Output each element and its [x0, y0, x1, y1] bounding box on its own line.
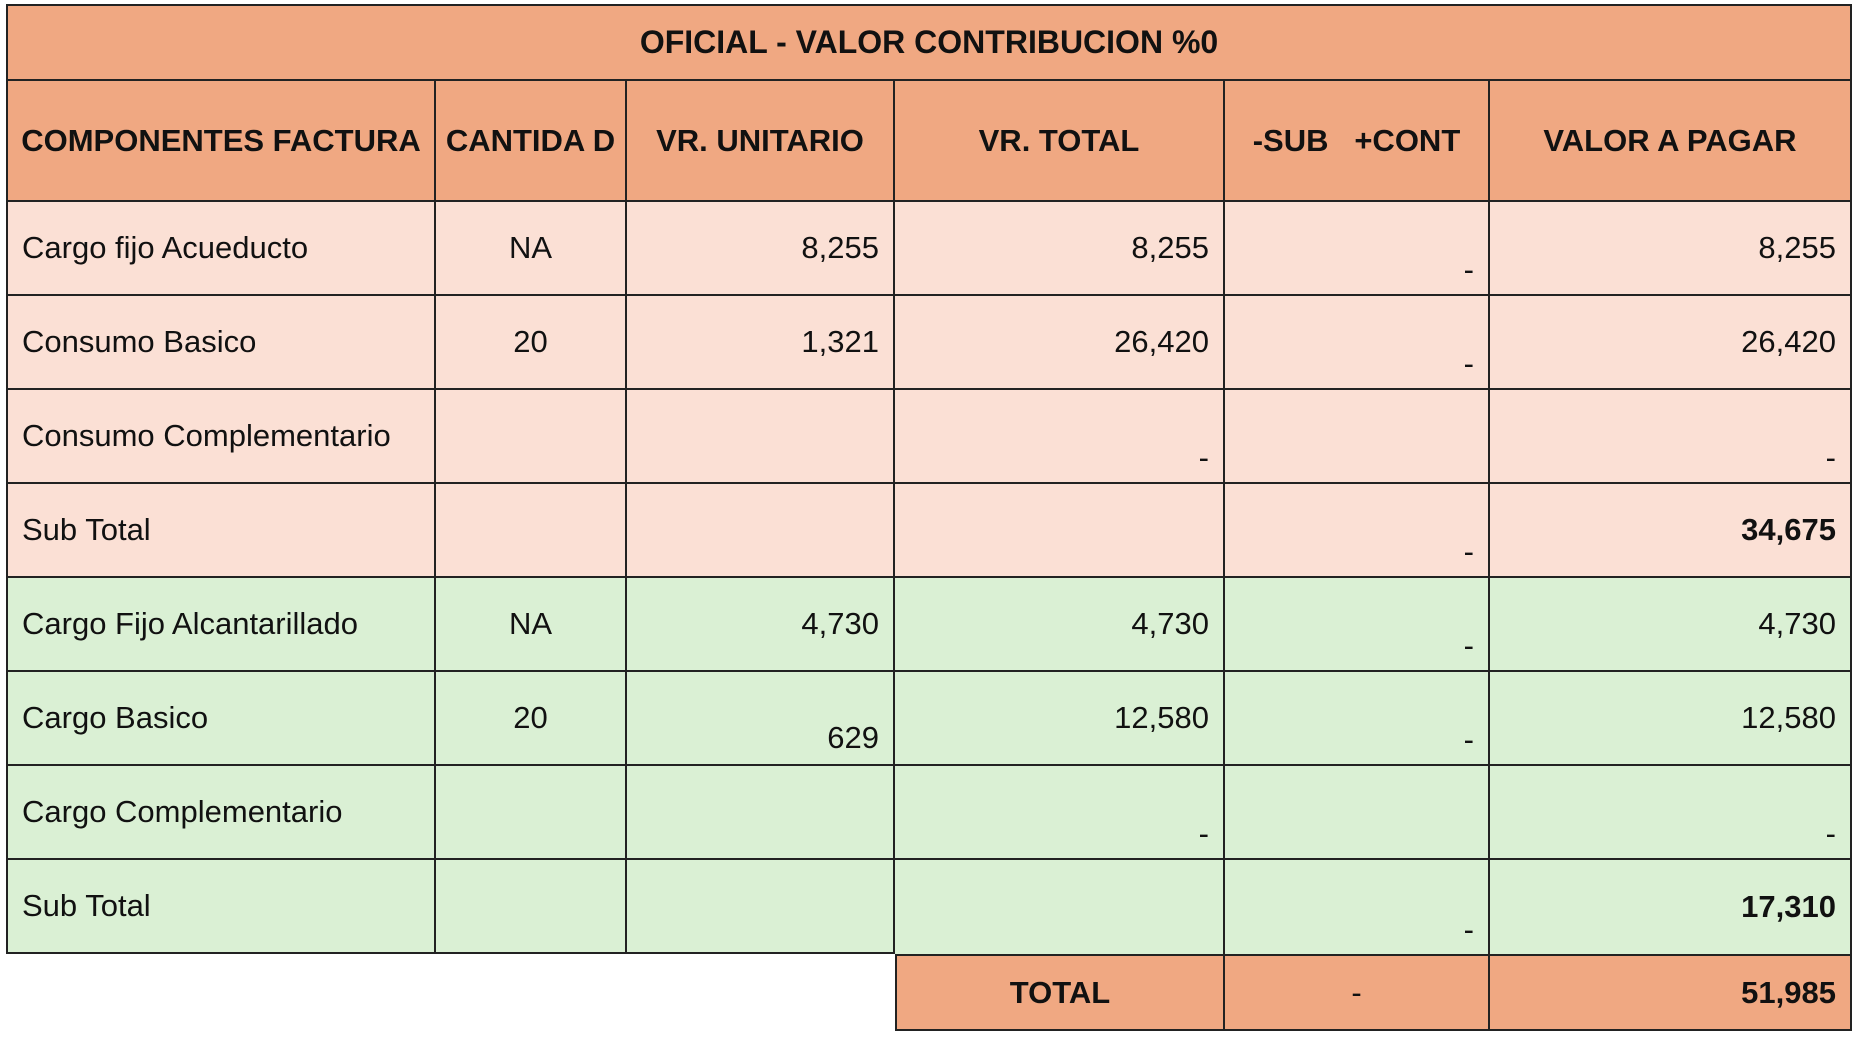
cantidad-cell — [436, 860, 627, 954]
valor-pagar-cell: 8,255 — [1490, 202, 1852, 296]
vr-total-cell: - — [895, 390, 1225, 484]
vr-total-cell — [895, 860, 1225, 954]
header-componentes: COMPONENTES FACTURA — [6, 81, 436, 202]
sub-cont-cell — [1225, 766, 1490, 860]
cantidad-cell — [436, 484, 627, 578]
cantidad-cell: NA — [436, 202, 627, 296]
table-row: Cargo Basico 20 629 12,580 - 12,580 — [6, 672, 1852, 766]
table-row: Consumo Complementario - - — [6, 390, 1852, 484]
componente-cell: Cargo Fijo Alcantarillado — [6, 578, 436, 672]
sub-cont-cell: - — [1225, 484, 1490, 578]
valor-pagar-cell: 4,730 — [1490, 578, 1852, 672]
billing-table: OFICIAL - VALOR CONTRIBUCION %0 COMPONEN… — [6, 4, 1852, 1031]
valor-pagar-cell: 12,580 — [1490, 672, 1852, 766]
header-vr-total: VR. TOTAL — [895, 81, 1225, 202]
vr-unitario-cell: 8,255 — [627, 202, 895, 296]
vr-total-cell: 4,730 — [895, 578, 1225, 672]
vr-total-cell: - — [895, 766, 1225, 860]
vr-unitario-cell — [627, 766, 895, 860]
componente-cell: Cargo fijo Acueducto — [6, 202, 436, 296]
subtotal-value: 17,310 — [1490, 860, 1852, 954]
valor-pagar-cell: - — [1490, 766, 1852, 860]
header-cantidad: CANTIDA D — [436, 81, 627, 202]
vr-unitario-cell: 629 — [627, 672, 895, 766]
cantidad-cell — [436, 390, 627, 484]
subtotal-label: Sub Total — [6, 484, 436, 578]
vr-unitario-cell: 1,321 — [627, 296, 895, 390]
table-row: Sub Total - 34,675 — [6, 484, 1852, 578]
table-row: Cargo Fijo Alcantarillado NA 4,730 4,730… — [6, 578, 1852, 672]
vr-total-cell: 8,255 — [895, 202, 1225, 296]
total-value: 51,985 — [1490, 954, 1852, 1031]
sub-cont-cell: - — [1225, 578, 1490, 672]
cantidad-cell: 20 — [436, 672, 627, 766]
sub-cont-cell — [1225, 390, 1490, 484]
total-row: TOTAL - 51,985 — [895, 954, 1852, 1031]
componente-cell: Consumo Basico — [6, 296, 436, 390]
title-row: OFICIAL - VALOR CONTRIBUCION %0 — [6, 4, 1852, 81]
vr-total-cell — [895, 484, 1225, 578]
vr-total-cell: 26,420 — [895, 296, 1225, 390]
cantidad-cell: 20 — [436, 296, 627, 390]
header-vr-unitario: VR. UNITARIO — [627, 81, 895, 202]
subtotal-label: Sub Total — [6, 860, 436, 954]
sub-cont-cell: - — [1225, 202, 1490, 296]
componente-cell: Cargo Complementario — [6, 766, 436, 860]
componente-cell: Consumo Complementario — [6, 390, 436, 484]
cantidad-cell — [436, 766, 627, 860]
table-row: Cargo Complementario - - — [6, 766, 1852, 860]
header-sub-cont: -SUB +CONT — [1225, 81, 1490, 202]
sub-cont-cell: - — [1225, 860, 1490, 954]
total-label: TOTAL — [895, 954, 1225, 1031]
total-sub-cont: - — [1225, 954, 1490, 1031]
vr-total-cell: 12,580 — [895, 672, 1225, 766]
subtotal-value: 34,675 — [1490, 484, 1852, 578]
table-row: Cargo fijo Acueducto NA 8,255 8,255 - 8,… — [6, 202, 1852, 296]
table-title: OFICIAL - VALOR CONTRIBUCION %0 — [6, 4, 1852, 81]
vr-unitario-cell — [627, 860, 895, 954]
table-row: Consumo Basico 20 1,321 26,420 - 26,420 — [6, 296, 1852, 390]
vr-unitario-cell — [627, 390, 895, 484]
header-valor-pagar: VALOR A PAGAR — [1490, 81, 1852, 202]
valor-pagar-cell: - — [1490, 390, 1852, 484]
sub-cont-cell: - — [1225, 672, 1490, 766]
header-row: COMPONENTES FACTURA CANTIDA D VR. UNITAR… — [6, 81, 1852, 202]
vr-unitario-cell — [627, 484, 895, 578]
valor-pagar-cell: 26,420 — [1490, 296, 1852, 390]
componente-cell: Cargo Basico — [6, 672, 436, 766]
sub-cont-cell: - — [1225, 296, 1490, 390]
table-row: Sub Total - 17,310 — [6, 860, 1852, 954]
vr-unitario-cell: 4,730 — [627, 578, 895, 672]
cantidad-cell: NA — [436, 578, 627, 672]
